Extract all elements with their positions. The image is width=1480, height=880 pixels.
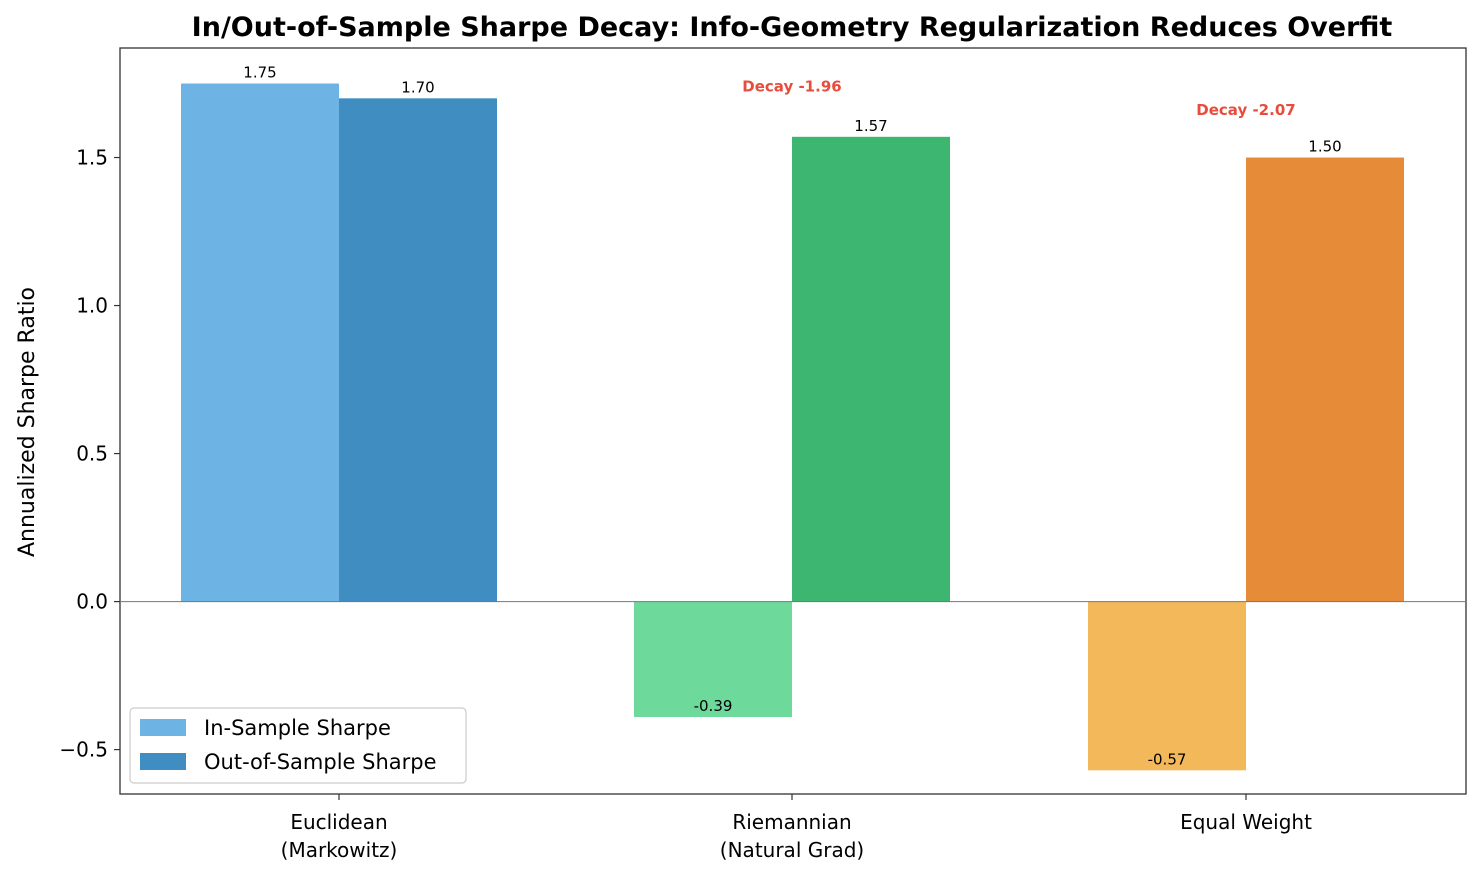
data-label: 1.70 [401,78,434,96]
legend-label: Out-of-Sample Sharpe [204,750,437,774]
y-tick-label: 0.5 [76,442,108,466]
bar [792,136,950,602]
legend-swatch [140,719,186,736]
data-label: -0.57 [1148,750,1187,768]
y-tick-label: 0.0 [76,590,108,614]
y-tick-label: 1.0 [76,294,108,318]
axes-frame [119,47,1467,795]
decay-annotation: Decay -2.07 [1196,101,1295,119]
bar [339,98,497,602]
y-axis-label: Annualized Sharpe Ratio [15,287,40,557]
data-label: -0.39 [694,697,733,715]
bar [634,601,792,718]
plot-area: −0.5 0.0 0.5 1.0 1.5 1.75 -0.39 -0.57 1.70 1.57 1.… [59,47,1467,862]
x-tick-label: (Markowitz) [281,838,398,862]
x-tick-label: Riemannian [732,810,851,834]
legend: In-Sample Sharpe Out-of-Sample Sharpe [129,707,467,784]
decay-annotation: Decay -1.96 [742,77,841,95]
data-label: 1.50 [1308,138,1341,156]
data-label: 1.57 [854,117,887,135]
y-tick-label: 1.5 [76,146,108,170]
x-tick-label: (Natural Grad) [720,838,864,862]
chart-title: In/Out-of-Sample Sharpe Decay: Info-Geom… [192,12,1393,43]
bar [1246,157,1404,602]
legend-box [129,707,467,784]
x-tick-label: Equal Weight [1180,810,1312,834]
legend-label: In-Sample Sharpe [204,716,391,740]
legend-swatch [140,753,186,770]
bar [181,83,339,602]
bar [1088,601,1246,771]
data-label: 1.75 [243,64,276,82]
y-tick-label: −0.5 [59,738,108,762]
x-tick-label: Euclidean [290,810,387,834]
